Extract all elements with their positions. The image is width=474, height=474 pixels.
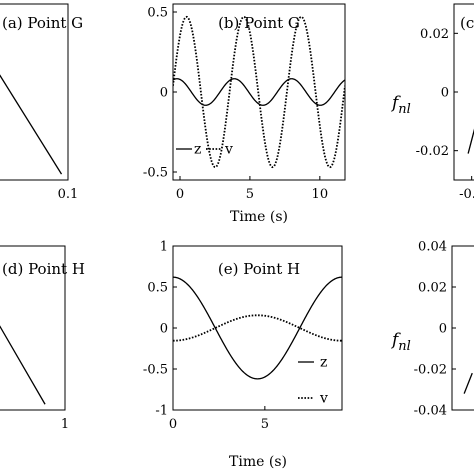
- x-tick-label: 5: [246, 187, 254, 202]
- x-tick-label: 10: [312, 187, 329, 202]
- series-line-line0: [463, 372, 473, 394]
- y-tick-label: 0: [160, 86, 168, 101]
- y-tick-label: -0.5: [143, 363, 168, 378]
- y-tick-label: -1: [155, 404, 168, 419]
- panel-d: 1 (d) Point H: [0, 245, 85, 432]
- panel-title: (b) Point G: [218, 14, 300, 32]
- series-group: [467, 128, 474, 154]
- y-tick-label: 1: [160, 240, 168, 255]
- legend-label-v: v: [319, 391, 328, 407]
- y-tick-label: 0.02: [418, 281, 447, 296]
- x-axis-label: Time (s): [230, 209, 288, 225]
- y-tick-label: 0.02: [420, 27, 449, 42]
- panel-title: (e) Point H: [218, 260, 300, 278]
- series-line-line0: [467, 128, 474, 154]
- y-tick-label: 0.5: [147, 281, 168, 296]
- series-line-line0: [0, 325, 46, 405]
- x-tick-label: 1: [61, 417, 69, 432]
- panel-c: -0.5 0.02 0 -0.02 (c fnl: [390, 3, 474, 202]
- panel-f: 0.04 0.02 0 -0.02 -0.04 fnl: [390, 240, 474, 419]
- x-tick-label: 0: [176, 187, 184, 202]
- plot-box: [0, 3, 69, 181]
- y-axis-label: fnl: [390, 93, 411, 117]
- series-line-v: [173, 15, 345, 169]
- panel-title: (c: [460, 14, 474, 32]
- x-tick-label: 5: [261, 417, 269, 432]
- plot-box: [172, 245, 343, 411]
- x-tick-label: 0: [169, 417, 177, 432]
- series-line-z: [173, 276, 342, 380]
- legend-label-z: z: [320, 355, 327, 371]
- y-axis-label: fnl: [390, 330, 411, 354]
- y-tick-label: 0: [160, 322, 168, 337]
- panel-title: (d) Point H: [2, 260, 85, 278]
- y-tick-label: -0.04: [414, 404, 447, 419]
- y-tick-label: -0.02: [414, 363, 447, 378]
- series-group: [173, 276, 342, 380]
- y-tick-label: 0.5: [147, 6, 168, 21]
- y-tick-label: -0.02: [416, 144, 449, 159]
- x-tick-label: -0.5: [459, 187, 474, 202]
- panel-title: (a) Point G: [2, 14, 83, 32]
- panel-a: 0.1 (a) Point G: [0, 3, 83, 202]
- y-tick-label: 0: [441, 86, 449, 101]
- series-group: [0, 74, 63, 175]
- series-group: [463, 372, 473, 394]
- series-group: [173, 15, 345, 169]
- x-tick-label: 0.1: [58, 187, 79, 202]
- y-tick-label: 0: [439, 322, 447, 337]
- y-tick-label: -0.5: [143, 166, 168, 181]
- x-axis-label: Time (s): [229, 454, 287, 470]
- legend-label-v: v: [224, 142, 233, 158]
- series-line-line0: [0, 74, 63, 175]
- series-line-v: [173, 314, 342, 342]
- series-group: [0, 325, 46, 405]
- legend-label-z: z: [194, 142, 201, 158]
- legend: zv: [298, 355, 328, 407]
- y-tick-label: 0.04: [418, 240, 447, 255]
